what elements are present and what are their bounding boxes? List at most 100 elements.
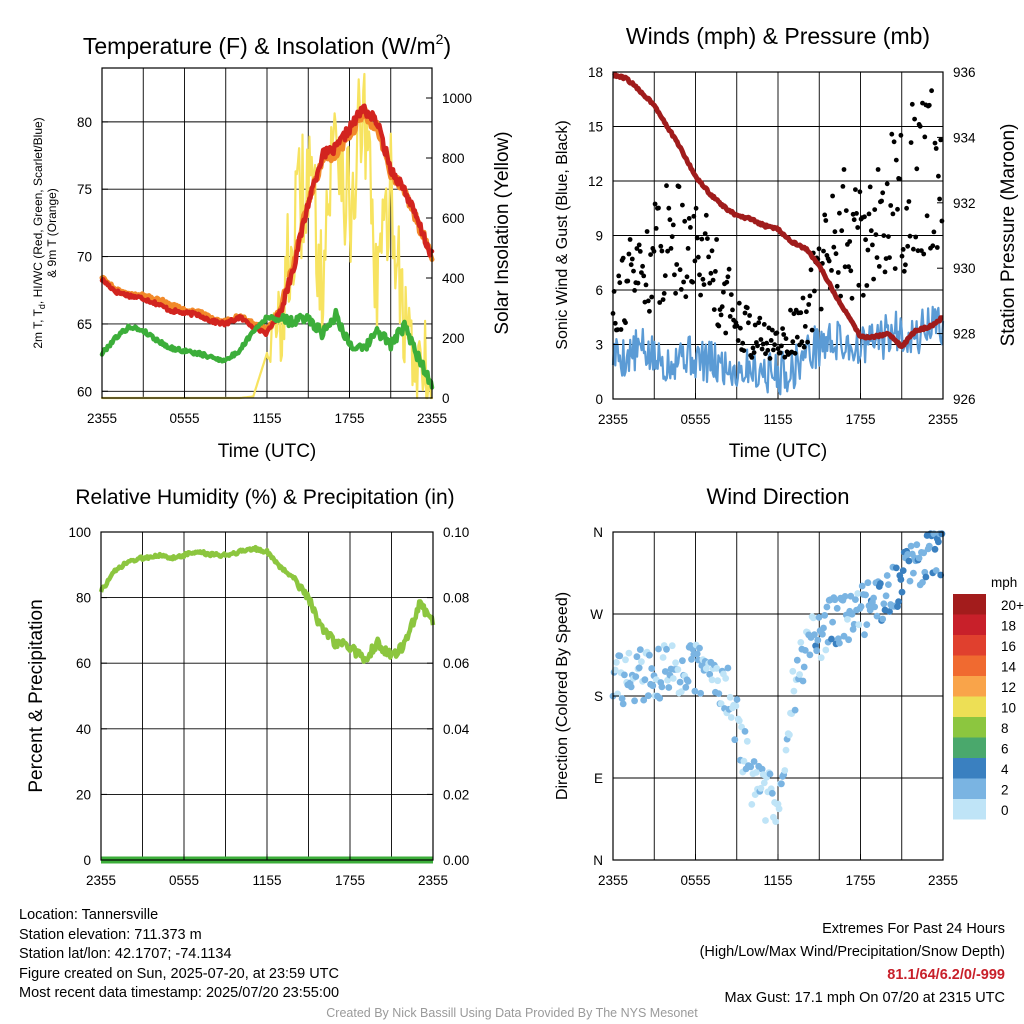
direction-point [677,688,685,696]
direction-point [831,596,839,604]
y-tick-label: 12 [588,174,603,189]
direction-point [778,780,785,788]
gust-point [653,226,659,231]
gust-point [870,242,875,248]
gust-point [851,217,857,223]
direction-point [823,603,831,611]
direction-point [898,588,906,596]
gust-point [924,213,930,219]
gust-point [783,336,789,341]
direction-point [668,642,676,650]
y-tick-label: W [590,607,603,622]
direction-point [925,542,933,550]
x-tick-label: 1755 [845,412,875,427]
direction-point [815,614,823,621]
direction-point [727,714,735,721]
gust-point [644,229,650,234]
gust-point [767,356,773,361]
direction-point [919,579,926,586]
gust-point [775,346,781,352]
winds-title: Winds (mph) & Pressure (mb) [626,23,930,49]
station-info: Location: Tannersville Station elevation… [19,906,339,1004]
gust-point [659,248,665,254]
gust-point [788,307,793,313]
gust-point [806,302,812,307]
direction-point [757,784,765,792]
legend-swatch [953,635,986,656]
direction-point [636,646,644,653]
direction-point [813,647,821,655]
x-tick-label: 1755 [335,873,365,888]
gust-point [818,306,824,312]
gust-point [876,264,882,269]
direction-point [864,579,872,587]
direction-point [616,652,624,660]
gust-point [867,184,873,190]
y-tick-label: 0 [83,853,91,868]
direction-point [632,673,640,680]
direction-point [741,728,749,735]
x-tick-label: 0555 [169,873,199,888]
max-gust: Max Gust: 17.1 mph On 07/20 at 2315 UTC [724,990,1005,1006]
direction-point [845,636,852,644]
gust-point [848,268,854,274]
gust-point [626,251,632,257]
direction-point [733,696,741,703]
direction-point [809,614,817,622]
gust-point [774,330,780,336]
gust-point [730,307,735,313]
x-tick-label: 0555 [169,411,199,426]
direction-point [855,621,863,629]
gust-point [645,298,651,304]
direction-point [821,612,829,619]
gust-point [698,292,703,298]
gust-point [667,217,673,223]
direction-point [793,656,801,664]
direction-point [649,682,657,690]
direction-point [631,697,638,705]
gust-point [917,123,923,129]
x-tick-label: 2355 [417,411,447,426]
gust-point [922,134,928,140]
y2-tick-label: 926 [953,392,976,407]
gust-point [872,207,878,213]
y2-tick-label: 0.04 [443,722,470,737]
direction-point [811,631,818,638]
gust-point [692,258,698,264]
legend-swatch [953,737,986,758]
gust-point [849,295,855,301]
gust-point [700,276,706,282]
direction-point [862,591,869,599]
gust-point [857,189,863,195]
legend-label: 4 [1001,762,1009,777]
gust-point [914,166,920,172]
temperature-title: Temperature (F) & Insolation (W/m2) [83,31,451,59]
gust-point [926,102,932,108]
gust-point [716,323,722,329]
gust-point [627,237,633,242]
gust-point [782,354,788,360]
gust-point [830,193,835,199]
gust-point [777,350,783,356]
gust-point [728,292,734,297]
gust-point [641,273,647,279]
direction-point [786,731,793,739]
legend-label: 12 [1001,680,1016,695]
y2-tick-label: 0.00 [443,853,469,868]
x-tick-label: 2355 [928,412,958,427]
direction-point [857,603,865,610]
direction-point [753,769,760,776]
gust-point [742,310,748,316]
gust-point [725,274,731,280]
direction-point [646,651,653,659]
gust-point [887,255,892,260]
gust-point [635,280,641,286]
gust-point [749,355,755,360]
y2-tick-label: 0.06 [443,656,469,671]
gust-point [636,242,642,248]
gust-point [765,347,771,353]
direction-point [732,702,740,710]
gust-point [727,314,733,319]
gust-point [868,228,874,234]
